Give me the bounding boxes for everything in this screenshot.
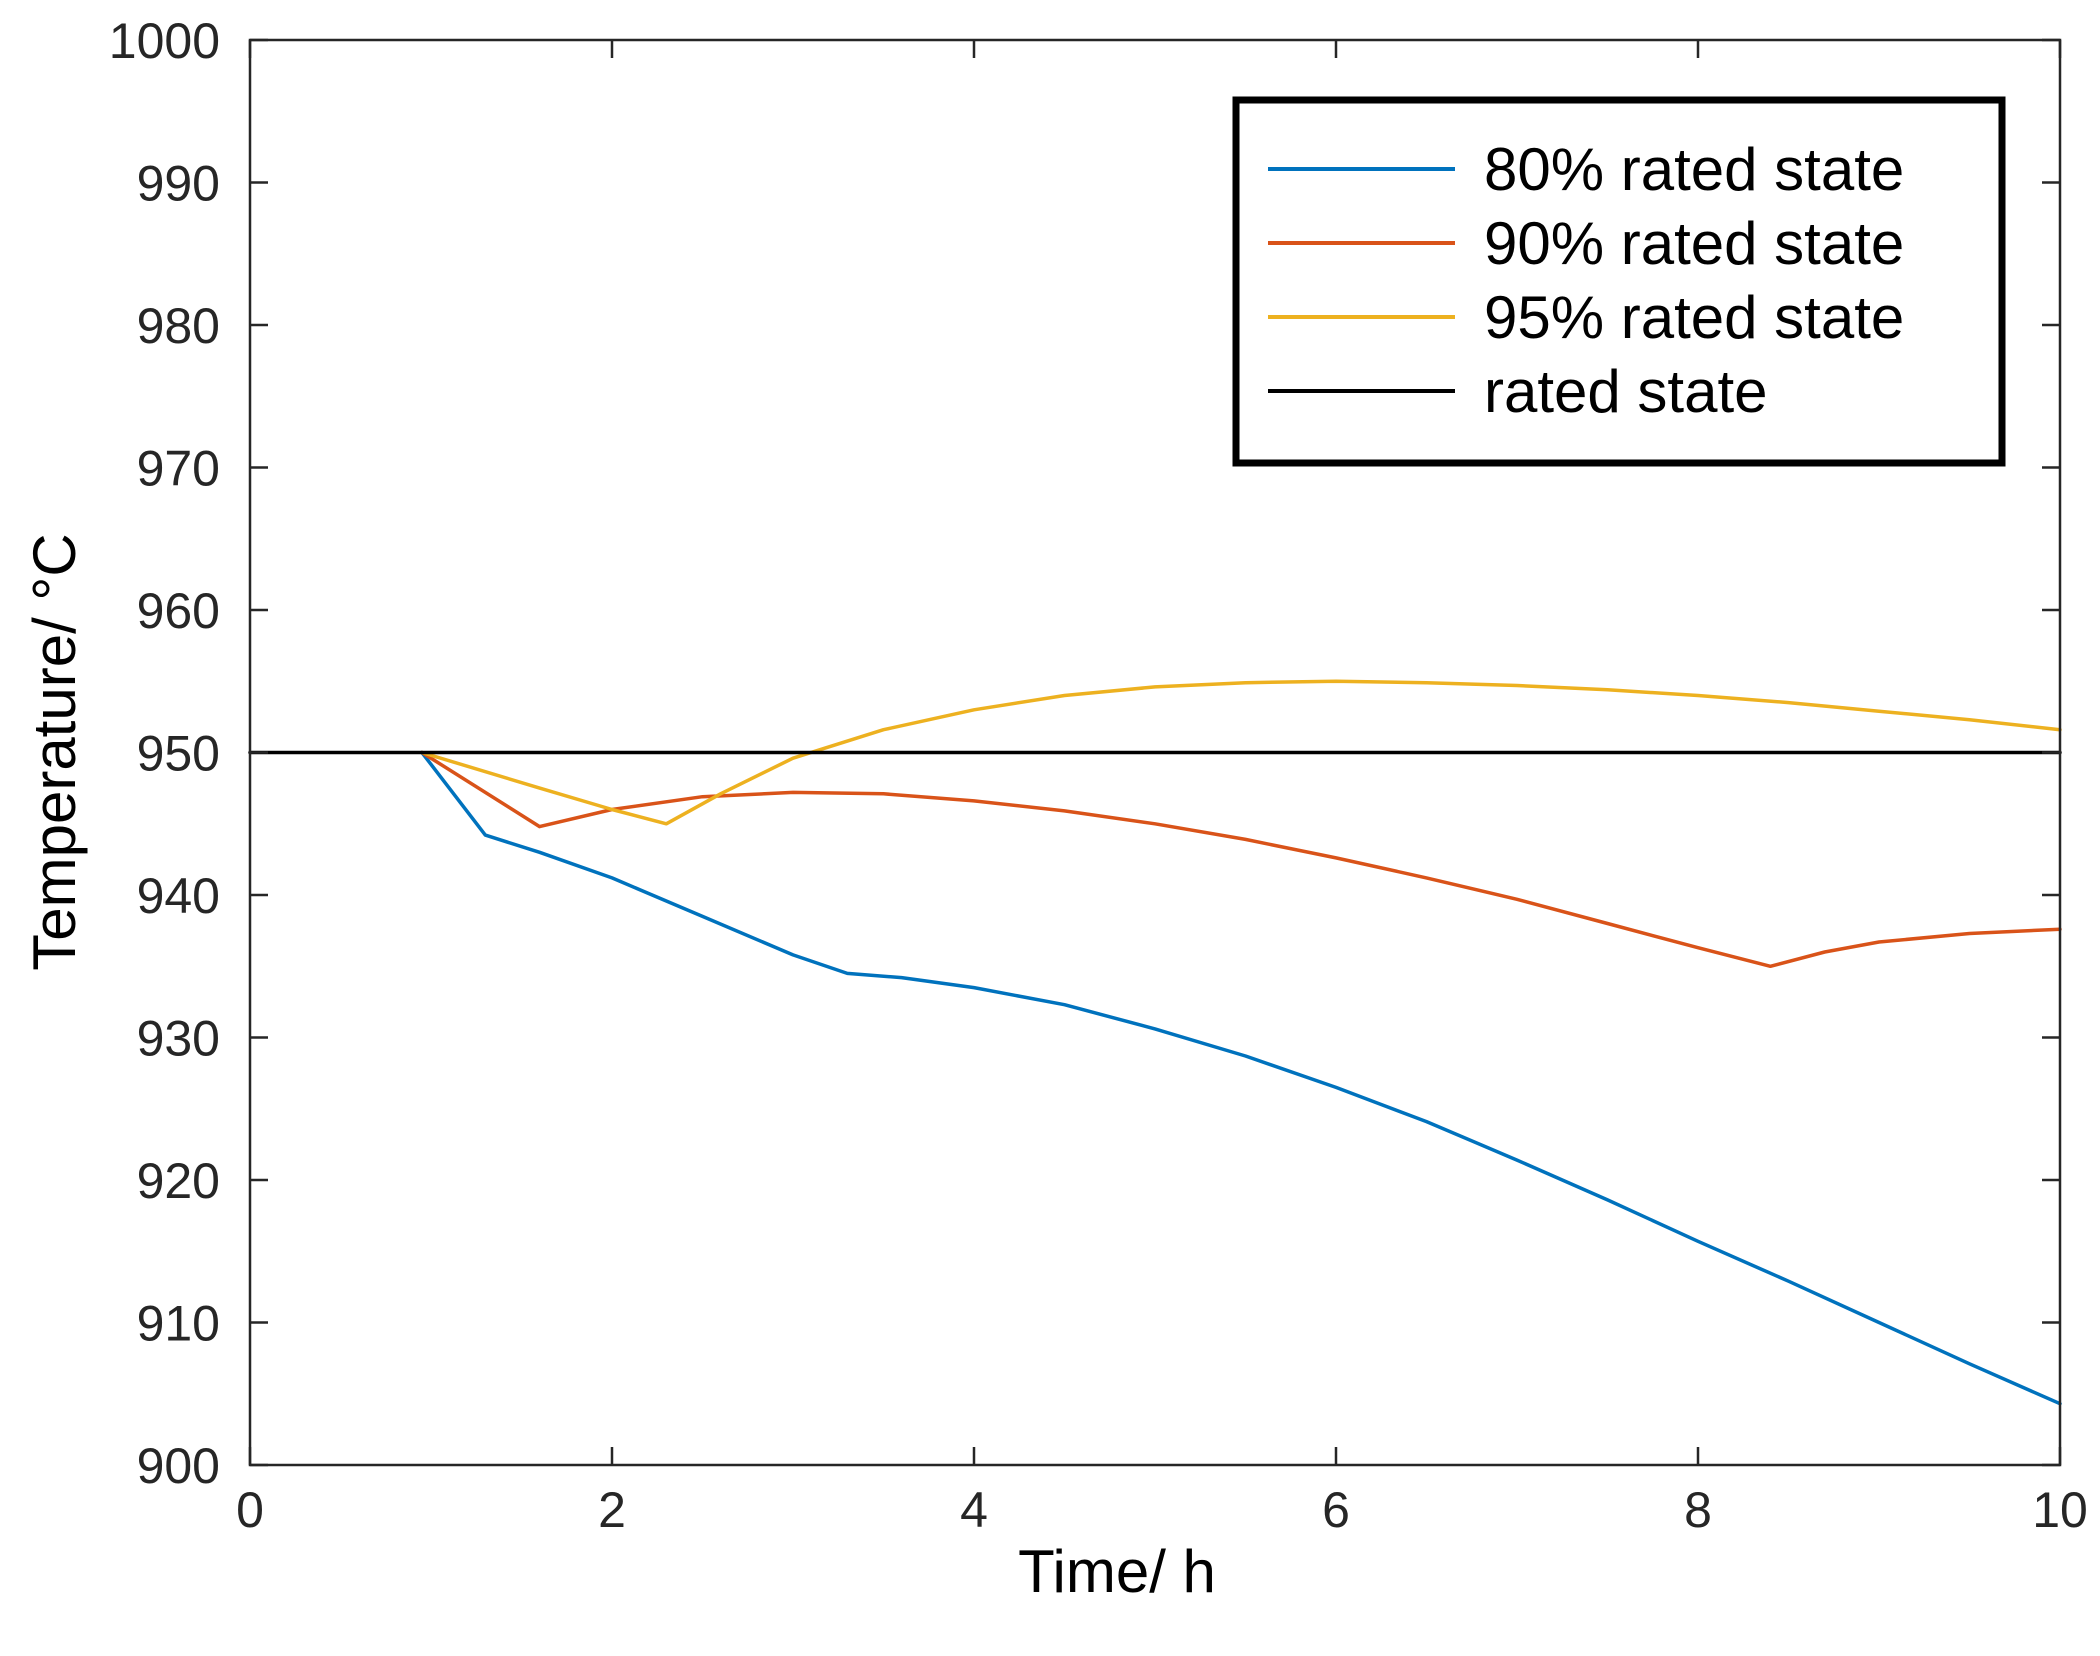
y-tick-label: 920 [137,1153,220,1209]
x-tick-label: 4 [960,1482,988,1538]
legend-label-1: 90% rated state [1484,210,1904,277]
y-tick-label: 990 [137,156,220,212]
series-layer [248,679,2062,1406]
legend-label-3: rated state [1484,358,1768,425]
y-tick-label: 980 [137,298,220,354]
y-tick-label: 1000 [109,13,220,69]
legend-box [1232,96,2006,467]
series-line-0 [420,750,2062,1406]
y-tick-label: 910 [137,1296,220,1352]
y-axis-title: Temperature/ °C [21,533,88,971]
x-tick-label: 10 [2032,1482,2088,1538]
y-tick-label: 900 [137,1438,220,1494]
ticks-layer: 0 2 4 6 8 10 900 910 920 930 940 950 960 970 980 990 100… [109,13,2088,1538]
x-tick-label: 0 [236,1482,264,1538]
y-tick-label: 950 [137,726,220,782]
y-tick-label: 960 [137,583,220,639]
legend-label-2: 95% rated state [1484,284,1904,351]
x-tick-label: 2 [598,1482,626,1538]
legend-label-0: 80% rated state [1484,136,1904,203]
series-line-2 [420,679,2062,826]
series-line-1 [420,750,2062,969]
legend-items: 80% rated state 90% rated state 95% rated … [1268,136,1904,425]
legend: 80% rated state 90% rated state 95% rated … [1232,96,2006,467]
y-tick-label: 970 [137,441,220,497]
y-tick-label: 940 [137,868,220,924]
y-tick-label: 930 [137,1011,220,1067]
x-tick-label: 8 [1684,1482,1712,1538]
x-axis-title: Time/ h [1018,1538,1216,1605]
x-tick-label: 6 [1322,1482,1350,1538]
